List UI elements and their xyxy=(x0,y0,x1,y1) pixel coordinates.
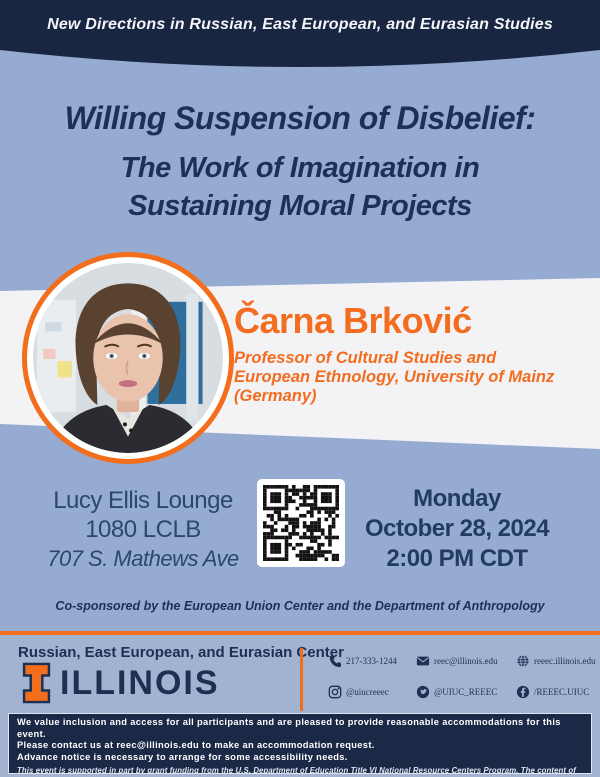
funding-disclaimer: This event is supported in part by grant… xyxy=(17,766,576,774)
block-i-icon xyxy=(22,662,51,704)
speaker-portrait-illustration xyxy=(33,263,223,453)
footer: Russian, East European, and Eurasian Cen… xyxy=(0,635,600,777)
illinois-wordmark: ILLINOIS xyxy=(60,663,220,702)
cosponsor-note: Co-sponsored by the European Union Cente… xyxy=(55,599,545,613)
speaker-photo xyxy=(22,252,234,464)
address: 707 S. Mathews Ave xyxy=(47,546,239,571)
venue: Lucy Ellis Lounge xyxy=(53,487,233,514)
event-location: Lucy Ellis Lounge 1080 LCLB 707 S. Mathe… xyxy=(33,486,253,573)
speaker-affiliation: Professor of Cultural Studies and Europe… xyxy=(234,349,579,406)
email-address: reec@illinois.edu xyxy=(434,655,498,666)
event-day: Monday xyxy=(413,485,501,512)
room: 1080 LCLB xyxy=(85,516,201,543)
affiliation-line-1: Professor of Cultural Studies and xyxy=(234,349,497,367)
accessibility-line-2: Please contact us at reec@illinois.edu t… xyxy=(17,740,375,751)
footer-vertical-divider xyxy=(300,648,303,711)
phone-number: 217-333-1244 xyxy=(346,655,397,666)
globe-icon xyxy=(517,654,529,667)
affiliation-line-3: (Germany) xyxy=(234,387,317,405)
qr-code xyxy=(257,479,345,567)
contact-row-2: @uiucreeec @UIUC_REEEC /REEEC.UIUC xyxy=(328,676,594,707)
website-contact: reeec.illinois.edu xyxy=(516,654,596,668)
title-line-2: The Work of Imagination in xyxy=(120,152,480,184)
orange-divider xyxy=(0,631,600,635)
header-arc xyxy=(0,0,600,67)
twitter-contact: @UIUC_REEEC xyxy=(416,685,516,699)
accessibility-line-1: We value inclusion and access for all pa… xyxy=(17,717,561,739)
twitter-icon xyxy=(416,685,430,698)
accessibility-line-3: Advance notice is necessary to arrange f… xyxy=(17,751,348,762)
phone-contact: 217-333-1244 xyxy=(328,654,416,668)
event-datetime: Monday October 28, 2024 2:00 PM CDT xyxy=(350,484,564,574)
title-line-3: Sustaining Moral Projects xyxy=(128,190,472,222)
phone-icon xyxy=(329,655,342,667)
twitter-handle: @UIUC_REEEC xyxy=(434,686,498,697)
affiliation-line-2: European Ethnology, University of Mainz xyxy=(234,368,555,386)
facebook-handle: /REEEC.UIUC xyxy=(534,686,590,697)
title-line-1: Willing Suspension of Disbelief: xyxy=(64,100,536,136)
instagram-handle: @uiucreeec xyxy=(346,686,389,697)
event-date: October 28, 2024 xyxy=(364,515,550,542)
event-title: Willing Suspension of Disbelief: The Wor… xyxy=(0,100,600,225)
event-time: 2:00 PM CDT xyxy=(386,545,528,572)
instagram-contact: @uiucreeec xyxy=(328,685,416,699)
speaker-block: Čarna Brković Professor of Cultural Stud… xyxy=(234,300,579,406)
series-banner: New Directions in Russian, East European… xyxy=(47,16,553,33)
facebook-contact: /REEEC.UIUC xyxy=(516,685,594,699)
center-name: Russian, East European, and Eurasian Cen… xyxy=(18,644,344,661)
accessibility-notice: We value inclusion and access for all pa… xyxy=(8,713,592,774)
website-url: reeec.illinois.edu xyxy=(534,655,596,666)
contact-list: 217-333-1244 reec@illinois.edu xyxy=(328,645,596,707)
facebook-icon xyxy=(516,685,530,698)
speaker-name: Čarna Brković xyxy=(234,300,472,341)
instagram-icon xyxy=(328,685,342,698)
email-contact: reec@illinois.edu xyxy=(416,654,516,668)
contact-row-1: 217-333-1244 reec@illinois.edu xyxy=(328,645,596,676)
envelope-icon xyxy=(416,656,430,665)
illinois-logo: ILLINOIS xyxy=(22,662,220,704)
